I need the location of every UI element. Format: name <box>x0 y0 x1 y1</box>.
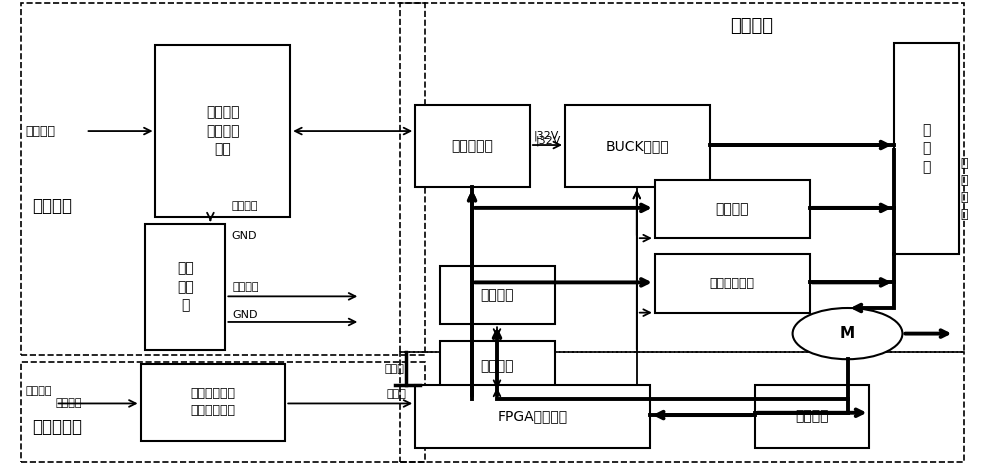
Text: 二级能耗制动: 二级能耗制动 <box>710 277 755 290</box>
Text: 力矩指令限幅
方向信号反向: 力矩指令限幅 方向信号反向 <box>190 387 235 417</box>
FancyBboxPatch shape <box>440 266 555 324</box>
Text: FPGA最小系统: FPGA最小系统 <box>497 409 568 423</box>
Text: BUCK变换器: BUCK变换器 <box>605 139 669 153</box>
Text: 处理器电路: 处理器电路 <box>33 417 83 436</box>
Text: 电源转换器: 电源转换器 <box>452 139 493 153</box>
Text: 电源
变换
器: 电源 变换 器 <box>177 262 194 312</box>
FancyBboxPatch shape <box>655 180 810 238</box>
Text: 二次电源: 二次电源 <box>231 200 258 211</box>
FancyBboxPatch shape <box>415 385 650 448</box>
Text: |32V: |32V <box>534 130 559 141</box>
FancyBboxPatch shape <box>894 42 959 255</box>
FancyBboxPatch shape <box>145 224 225 350</box>
Text: GND: GND <box>231 231 257 241</box>
Text: 力矩信号: 力矩信号 <box>56 398 82 409</box>
Text: 三
相
桥: 三 相 桥 <box>923 123 931 174</box>
Text: 信号处理: 信号处理 <box>481 359 514 373</box>
Text: 电源电路: 电源电路 <box>33 197 73 214</box>
Text: 二次电源: 二次电源 <box>232 282 259 292</box>
FancyBboxPatch shape <box>565 106 710 187</box>
Text: 力矩信号: 力矩信号 <box>26 386 52 396</box>
Text: 功率地: 功率地 <box>384 363 404 374</box>
Text: 霍尔信号: 霍尔信号 <box>795 409 829 423</box>
Text: |32V: |32V <box>536 135 561 146</box>
FancyBboxPatch shape <box>141 364 285 441</box>
Text: M: M <box>840 326 855 341</box>
FancyBboxPatch shape <box>755 385 869 448</box>
FancyBboxPatch shape <box>655 255 810 312</box>
Text: 限流保护
浪涌抑制
滤波: 限流保护 浪涌抑制 滤波 <box>206 106 240 156</box>
Text: GND: GND <box>232 310 258 319</box>
Text: 驱动电路: 驱动电路 <box>730 17 773 35</box>
Text: 一次电源: 一次电源 <box>26 125 56 138</box>
Text: 无
刷
电
机: 无 刷 电 机 <box>961 157 968 221</box>
FancyBboxPatch shape <box>440 340 555 392</box>
Text: 电流采样: 电流采样 <box>481 288 514 302</box>
FancyBboxPatch shape <box>415 106 530 187</box>
Text: 功率地: 功率地 <box>386 389 406 399</box>
FancyBboxPatch shape <box>155 45 290 217</box>
Circle shape <box>793 308 902 359</box>
Text: 反接制动: 反接制动 <box>715 202 749 216</box>
